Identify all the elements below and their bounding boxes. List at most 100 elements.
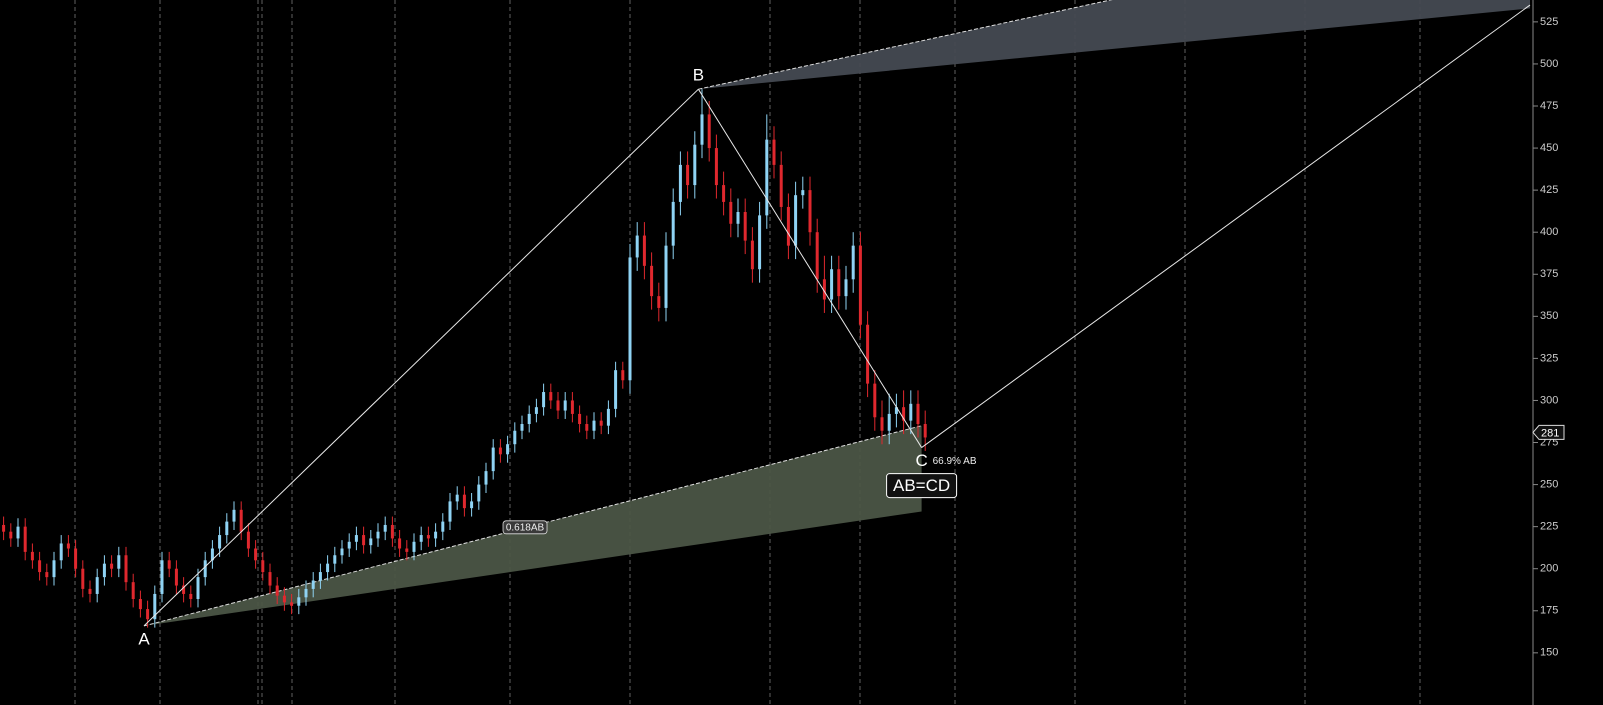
candle-body xyxy=(923,424,927,438)
y-tick-label: 400 xyxy=(1540,226,1558,238)
candle-body xyxy=(628,257,632,381)
candle-body xyxy=(81,568,85,589)
candle-body xyxy=(290,602,294,606)
candle-body xyxy=(513,430,517,445)
candle-body xyxy=(318,572,322,581)
candle-body xyxy=(210,548,214,561)
candle-body xyxy=(66,543,70,549)
candle-body xyxy=(167,560,171,569)
candle-body xyxy=(506,444,510,455)
candle-body xyxy=(736,212,740,224)
candle-body xyxy=(765,139,769,216)
candle-body xyxy=(117,555,121,569)
y-tick-label: 150 xyxy=(1540,647,1558,659)
y-tick-label: 475 xyxy=(1540,100,1558,112)
candle-body xyxy=(851,245,855,280)
candle-body xyxy=(714,148,718,186)
candle-body xyxy=(671,201,675,246)
candle-body xyxy=(614,370,618,409)
candle-body xyxy=(441,521,445,532)
candle-body xyxy=(138,598,142,610)
candle-body xyxy=(498,447,502,455)
candle-body xyxy=(686,164,690,186)
candle-body xyxy=(578,413,582,425)
candle-body xyxy=(412,541,416,552)
candle-body xyxy=(38,560,42,573)
candle-body xyxy=(534,407,538,414)
candle-body xyxy=(347,541,351,549)
candle-body xyxy=(894,407,898,414)
candle-body xyxy=(74,548,78,569)
candle-body xyxy=(642,235,646,266)
candle-body xyxy=(664,245,668,308)
candle-body xyxy=(592,420,596,431)
candle-body xyxy=(772,139,776,165)
candle-body xyxy=(621,370,625,381)
candle-body xyxy=(830,269,834,300)
pattern-line xyxy=(143,88,699,627)
candle-body xyxy=(527,413,531,425)
pattern-line xyxy=(921,4,1531,448)
candle-body xyxy=(707,114,711,149)
fan-label-box xyxy=(502,520,548,535)
candle-body xyxy=(354,535,358,542)
candle-body xyxy=(700,114,704,145)
candle-body xyxy=(59,543,63,561)
candle-body xyxy=(326,563,330,573)
candle-body xyxy=(837,269,841,297)
candle-body xyxy=(484,471,488,485)
candle-body xyxy=(2,524,6,532)
candle-body xyxy=(462,494,466,509)
candle-body xyxy=(95,577,99,594)
fan-label: 0.618AB xyxy=(506,522,545,533)
candle-body xyxy=(362,535,366,546)
candle-body xyxy=(650,265,654,297)
candle-body xyxy=(124,555,128,583)
candle-body xyxy=(311,580,315,589)
candle-body xyxy=(750,240,754,270)
candle-body xyxy=(261,560,265,573)
pattern-line xyxy=(697,88,923,448)
candle-body xyxy=(88,588,92,594)
candle-body xyxy=(333,555,337,564)
candle-body xyxy=(304,588,308,598)
candle-body xyxy=(678,164,682,202)
candle-body xyxy=(520,424,524,431)
candle-body xyxy=(405,548,409,552)
candle-body xyxy=(556,400,560,411)
candle-body xyxy=(160,560,164,594)
candle-body xyxy=(189,593,193,599)
candle-body xyxy=(786,206,790,246)
candle-body xyxy=(282,595,286,603)
pattern-label: AB=CD xyxy=(893,476,950,495)
y-tick-label: 325 xyxy=(1540,352,1558,364)
candle-body xyxy=(254,548,258,561)
candle-body xyxy=(635,235,639,258)
fan-edge xyxy=(698,0,1113,90)
y-tick-label: 250 xyxy=(1540,478,1558,490)
candle-body xyxy=(887,413,891,431)
candle-body xyxy=(30,551,34,561)
candle-body xyxy=(268,572,272,586)
candle-body xyxy=(232,509,236,522)
candle-body xyxy=(880,417,884,431)
retracement-label: 66.9% AB xyxy=(933,456,977,467)
y-tick-label: 525 xyxy=(1540,16,1558,28)
y-tick-label: 175 xyxy=(1540,605,1558,617)
y-tick-label: 375 xyxy=(1540,268,1558,280)
candle-body xyxy=(203,560,207,578)
last-price-label: 281 xyxy=(1541,427,1559,439)
candle-body xyxy=(434,531,438,539)
candle-body xyxy=(916,403,920,425)
pattern-point-label: B xyxy=(693,66,704,85)
fan-area xyxy=(698,0,1530,90)
candle-body xyxy=(146,609,150,620)
y-tick-label: 425 xyxy=(1540,184,1558,196)
candle-body xyxy=(801,190,805,196)
candle-body xyxy=(110,563,114,569)
candle-body xyxy=(599,420,603,426)
candle-body xyxy=(398,538,402,549)
candle-body xyxy=(16,526,20,539)
candle-body xyxy=(491,447,495,472)
